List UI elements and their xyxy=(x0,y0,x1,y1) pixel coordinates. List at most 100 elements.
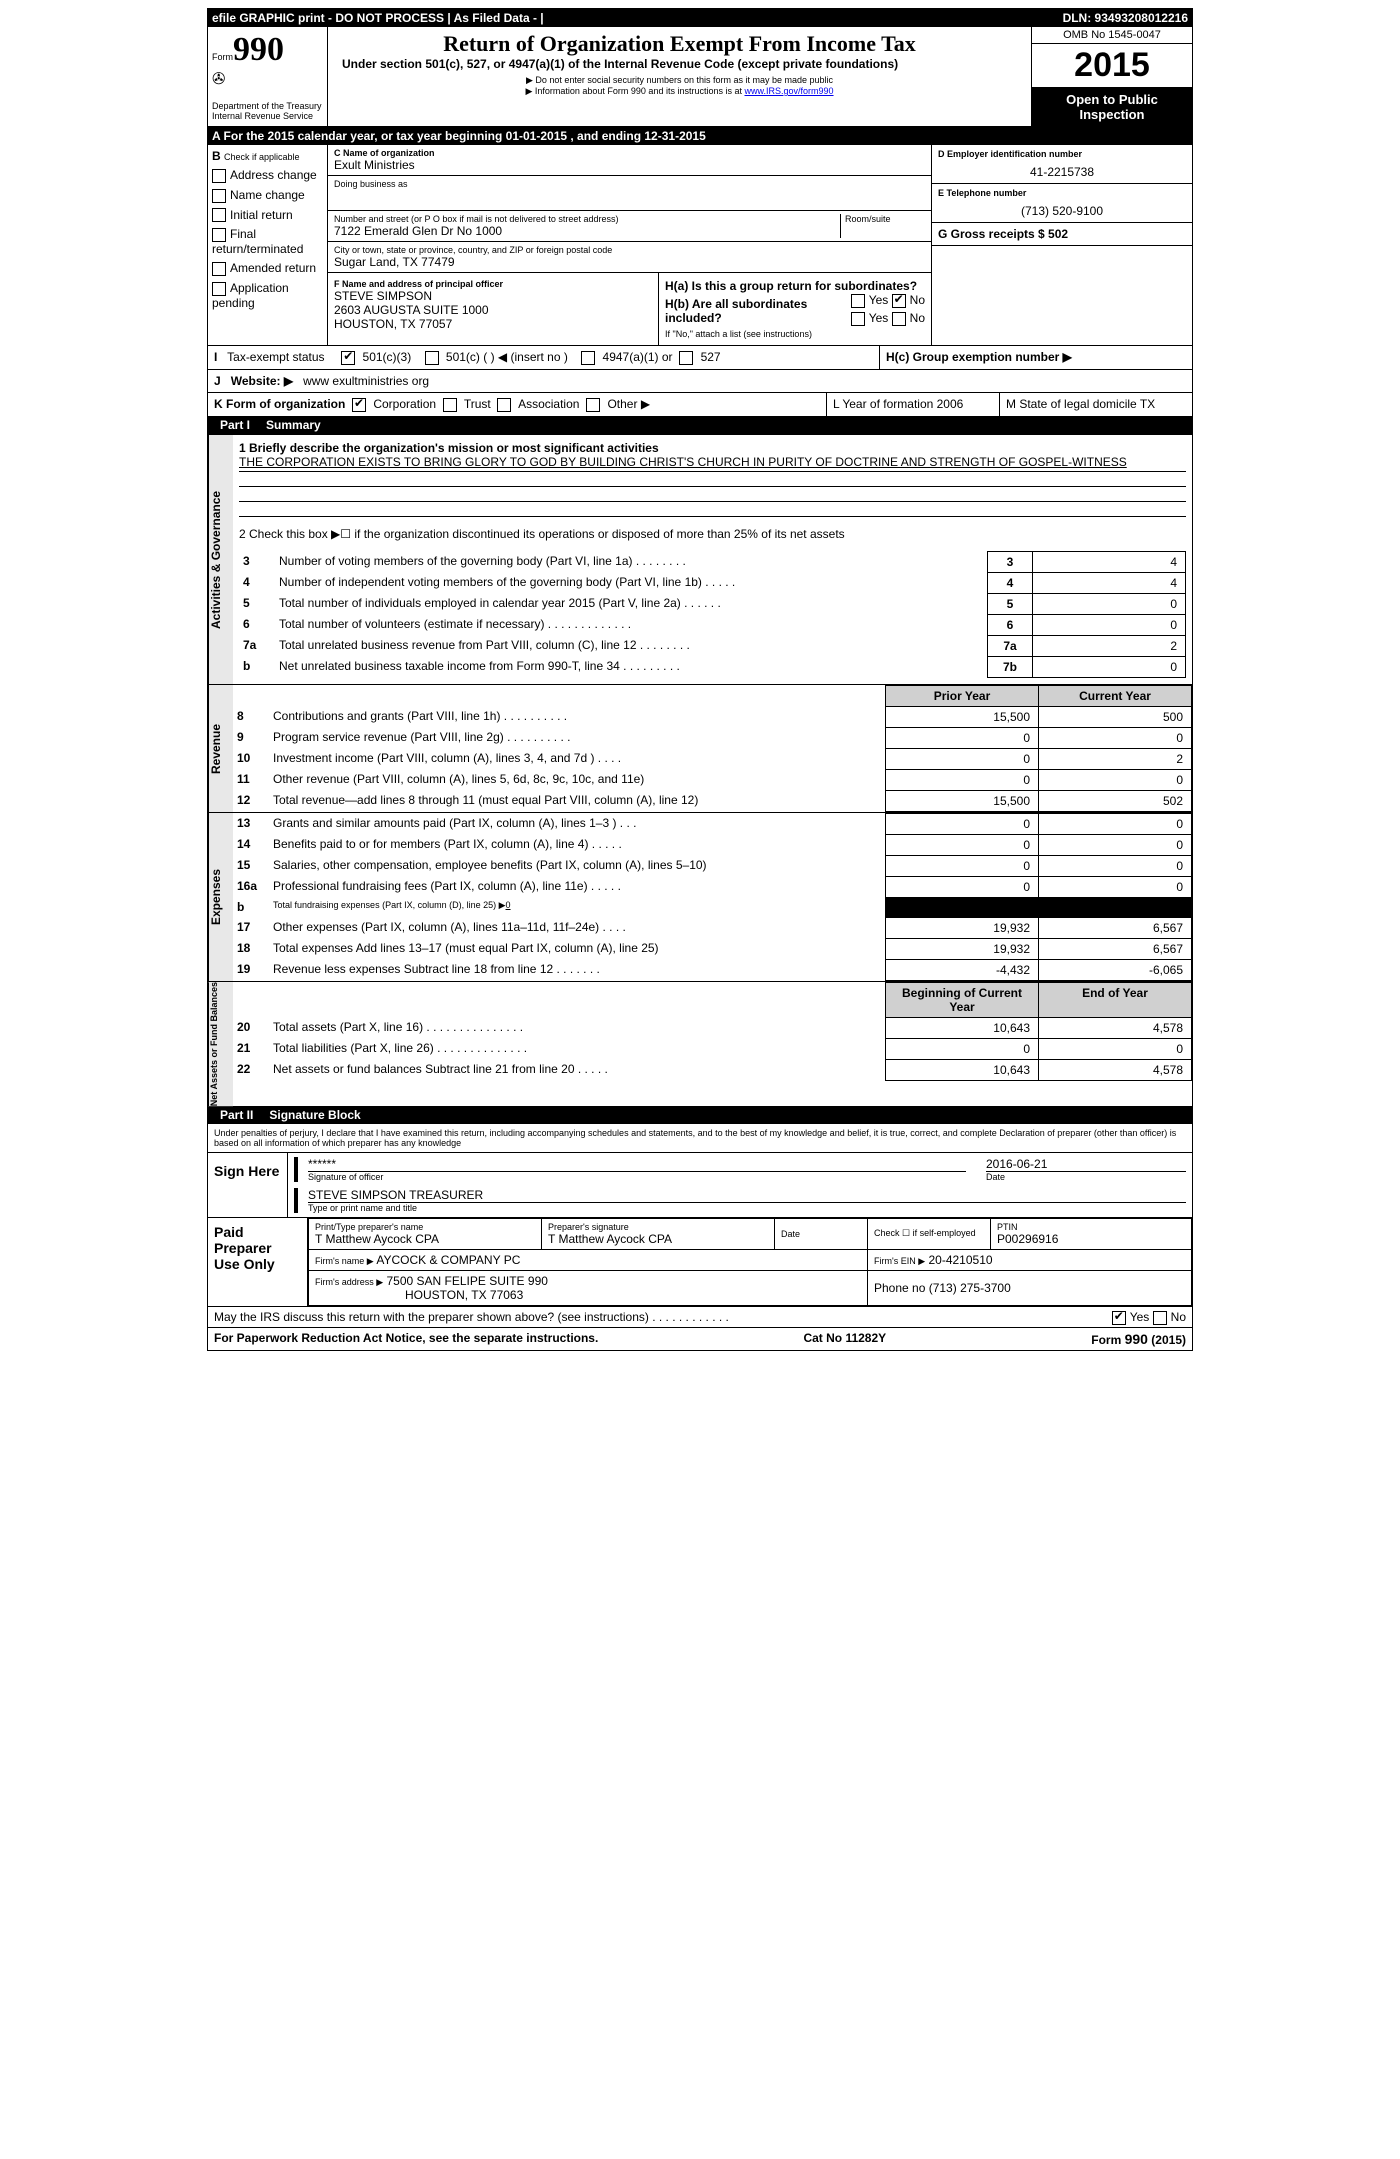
chk-address-change[interactable]: Address change xyxy=(212,168,323,183)
officer-print-name: STEVE SIMPSON TREASURER xyxy=(308,1188,1186,1203)
section-net-assets: Net Assets or Fund Balances Beginning of… xyxy=(208,981,1192,1106)
table-row: 21Total liabilities (Part X, line 26) . … xyxy=(233,1038,1192,1059)
sign-date: 2016-06-21 xyxy=(986,1157,1186,1172)
room-label: Room/suite xyxy=(845,214,925,224)
table-row: 17Other expenses (Part IX, column (A), l… xyxy=(233,917,1192,938)
chk-name-change[interactable]: Name change xyxy=(212,188,323,203)
row-klm: K Form of organization ✔ Corporation Tru… xyxy=(208,392,1192,416)
street-address: 7122 Emerald Glen Dr No 1000 xyxy=(334,224,840,238)
org-name: Exult Ministries xyxy=(334,158,925,172)
row-i: I Tax-exempt status ✔ 501(c)(3) 501(c) (… xyxy=(208,345,1192,369)
phone-value: (713) 520-9100 xyxy=(938,204,1186,218)
print-name-label: Type or print name and title xyxy=(308,1203,1186,1213)
beg-year-header: Beginning of Current Year xyxy=(886,982,1039,1017)
table-row: 5Total number of individuals employed in… xyxy=(239,593,1186,614)
chk-trust[interactable] xyxy=(443,398,457,412)
section-expenses: Expenses 13Grants and similar amounts pa… xyxy=(208,812,1192,981)
table-row: 14Benefits paid to or for members (Part … xyxy=(233,834,1192,855)
firm-ein-cell: Firm's EIN ▶ 20-4210510 xyxy=(868,1249,1192,1270)
irs-label: Internal Revenue Service xyxy=(212,111,323,121)
chk-initial-return[interactable]: Initial return xyxy=(212,208,323,223)
year-formation: L Year of formation 2006 xyxy=(827,393,1000,416)
form-number: Form990 xyxy=(212,31,323,69)
irs-seal-icon: ✇ xyxy=(212,69,323,89)
footer-right: Form 990 (2015) xyxy=(1091,1331,1186,1347)
form-title: Return of Organization Exempt From Incom… xyxy=(332,31,1027,57)
form-page: efile GRAPHIC print - DO NOT PROCESS | A… xyxy=(207,8,1193,1351)
open-inspection: Open to Public Inspection xyxy=(1032,88,1192,126)
officer-addr1: 2603 AUGUSTA SUITE 1000 xyxy=(334,303,652,317)
chk-corp[interactable]: ✔ xyxy=(352,398,366,412)
dept-label: Department of the Treasury xyxy=(212,101,323,111)
topbar-dln: DLN: 93493208012216 xyxy=(1063,11,1188,25)
prep-ptin-cell: PTINP00296916 xyxy=(991,1218,1192,1249)
gov-table: 3Number of voting members of the governi… xyxy=(239,551,1186,678)
b-header: B Check if applicable xyxy=(212,149,323,163)
table-row: 11Other revenue (Part VIII, column (A), … xyxy=(233,769,1192,790)
irs-link[interactable]: www.IRS.gov/form990 xyxy=(744,86,833,96)
header-right: OMB No 1545-0047 2015 Open to Public Ins… xyxy=(1032,27,1192,126)
table-row: 16aProfessional fundraising fees (Part I… xyxy=(233,876,1192,897)
section-bcd: B Check if applicable Address change Nam… xyxy=(208,145,1192,345)
side-revenue: Revenue xyxy=(208,685,233,812)
prep-selfemp-cell: Check ☐ if self-employed xyxy=(868,1218,991,1249)
city-state-zip: Sugar Land, TX 77479 xyxy=(334,255,925,269)
chk-501c3[interactable]: ✔ xyxy=(341,351,355,365)
part-i-header: Part I Summary xyxy=(208,416,1192,434)
city-block: City or town, state or province, country… xyxy=(328,242,931,273)
ein-value: 41-2215738 xyxy=(938,165,1186,179)
prior-year-header: Prior Year xyxy=(886,685,1039,706)
firm-addr-cell: Firm's address ▶ 7500 SAN FELIPE SUITE 9… xyxy=(309,1270,868,1305)
expenses-table: 13Grants and similar amounts paid (Part … xyxy=(233,813,1192,981)
pycy-header-row: Prior Year Current Year xyxy=(233,685,1192,706)
col-b: B Check if applicable Address change Nam… xyxy=(208,145,328,345)
phone-block: E Telephone number (713) 520-9100 xyxy=(932,184,1192,223)
discuss-yes[interactable]: ✔ xyxy=(1112,1311,1126,1325)
chk-amended[interactable]: Amended return xyxy=(212,261,323,276)
dba-block: Doing business as xyxy=(328,176,931,211)
line1-label: 1 Briefly describe the organization's mi… xyxy=(239,441,1186,455)
omb-number: OMB No 1545-0047 xyxy=(1032,27,1192,44)
discuss-no[interactable] xyxy=(1153,1311,1167,1325)
gross-receipts: G Gross receipts $ 502 xyxy=(932,223,1192,246)
chk-app-pending[interactable]: Application pending xyxy=(212,281,323,310)
side-net: Net Assets or Fund Balances xyxy=(208,982,233,1106)
prep-sig-cell: Preparer's signatureT Matthew Aycock CPA xyxy=(542,1218,775,1249)
chk-501c[interactable] xyxy=(425,351,439,365)
prep-name-cell: Print/Type preparer's nameT Matthew Ayco… xyxy=(309,1218,542,1249)
note-ssn: ▶ Do not enter social security numbers o… xyxy=(332,75,1027,86)
footer: For Paperwork Reduction Act Notice, see … xyxy=(208,1327,1192,1350)
firm-name-cell: Firm's name ▶ AYCOCK & COMPANY PC xyxy=(309,1249,868,1270)
blank-line-1 xyxy=(239,472,1186,487)
date-label: Date xyxy=(986,1172,1186,1182)
net-table: Beginning of Current Year End of Year 20… xyxy=(233,982,1192,1081)
chk-assoc[interactable] xyxy=(497,398,511,412)
chk-other[interactable] xyxy=(586,398,600,412)
table-row: 13Grants and similar amounts paid (Part … xyxy=(233,813,1192,834)
officer-addr2: HOUSTON, TX 77057 xyxy=(334,317,652,331)
current-year-header: Current Year xyxy=(1039,685,1192,706)
section-governance: Activities & Governance 1 Briefly descri… xyxy=(208,434,1192,684)
table-row: 20Total assets (Part X, line 16) . . . .… xyxy=(233,1017,1192,1038)
row-a-period: A For the 2015 calendar year, or tax yea… xyxy=(208,127,1192,145)
discuss-row: May the IRS discuss this return with the… xyxy=(208,1306,1192,1327)
header-left: Form990 ✇ Department of the Treasury Int… xyxy=(208,27,328,126)
top-bar: efile GRAPHIC print - DO NOT PROCESS | A… xyxy=(208,9,1192,27)
table-row: 6Total number of volunteers (estimate if… xyxy=(239,614,1186,635)
table-row: 19Revenue less expenses Subtract line 18… xyxy=(233,959,1192,980)
state-domicile: M State of legal domicile TX xyxy=(1000,393,1192,416)
row-j: J Website: ▶ www exultministries org xyxy=(208,369,1192,392)
col-c: C Name of organization Exult Ministries … xyxy=(328,145,932,345)
chk-4947[interactable] xyxy=(581,351,595,365)
end-year-header: End of Year xyxy=(1039,982,1192,1017)
row-16b: b Total fundraising expenses (Part IX, c… xyxy=(233,897,1192,917)
officer-block: F Name and address of principal officer … xyxy=(328,273,659,345)
line2: 2 Check this box ▶☐ if the organization … xyxy=(239,527,1186,541)
part-ii-header: Part II Signature Block xyxy=(208,1106,1192,1124)
header-center: Return of Organization Exempt From Incom… xyxy=(328,27,1032,126)
chk-527[interactable] xyxy=(679,351,693,365)
table-row: 12Total revenue—add lines 8 through 11 (… xyxy=(233,790,1192,811)
chk-final-return[interactable]: Final return/terminated xyxy=(212,227,323,256)
black-cell-1 xyxy=(886,897,1039,917)
table-row: bNet unrelated business taxable income f… xyxy=(239,656,1186,677)
